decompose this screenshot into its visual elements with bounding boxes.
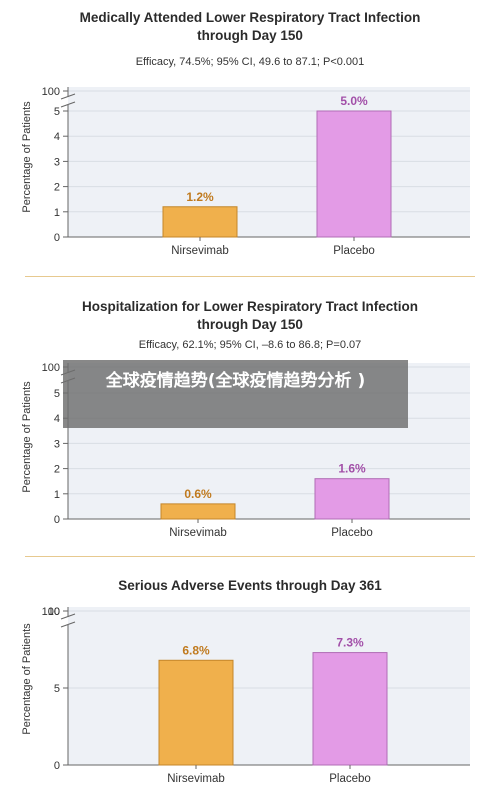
- y-axis-label: Percentage of Patients: [21, 623, 33, 735]
- x-tick-label: Placebo: [333, 245, 375, 257]
- chart-1-title: Medically Attended Lower Respiratory Tra…: [0, 9, 500, 45]
- chart-1-plot: 0 1 2 3 4 5 100 Percentage of Patients 1.2% Nirse…: [21, 86, 470, 257]
- y-tick-label: 4: [54, 413, 60, 425]
- y-tick-label: 0: [54, 232, 60, 244]
- axis-break-mark: [60, 101, 76, 108]
- x-tick-label: Nirsevimab: [169, 527, 227, 539]
- bar-value-label: 6.8%: [182, 643, 210, 657]
- y-tick-label: 1: [54, 207, 60, 219]
- y-tick-label: 0: [54, 760, 60, 772]
- axis-break-mark: [60, 613, 76, 620]
- bar-placebo: [316, 110, 392, 238]
- y-break-label: 100: [42, 362, 60, 374]
- chart-3-title: Serious Adverse Events through Day 361: [0, 577, 500, 595]
- y-tick-label: 3: [54, 438, 60, 450]
- axis-break-mark: [60, 621, 76, 628]
- y-tick-label: 0: [54, 514, 60, 526]
- chart-3-title-line-1: Serious Adverse Events through Day 361: [118, 578, 382, 593]
- y-tick-label: 2: [54, 182, 60, 194]
- x-tick-label: Nirsevimab: [171, 245, 229, 257]
- panel-divider-2: [25, 556, 475, 557]
- axis-break-mark: [60, 93, 76, 100]
- y-axis-label: Percentage of Patients: [21, 381, 33, 493]
- y-axis-label: Percentage of Patients: [21, 101, 33, 213]
- x-tick-label: Placebo: [331, 527, 373, 539]
- panel-divider-1: [25, 276, 475, 277]
- y-tick-label: 2: [54, 464, 60, 476]
- bar-value-label: 1.2%: [186, 190, 214, 204]
- plot-background: [68, 607, 470, 765]
- bar-value-label: 1.6%: [338, 462, 366, 476]
- plot-background: [68, 87, 470, 237]
- y-tick-label: 3: [54, 156, 60, 168]
- bar-placebo: [312, 652, 388, 766]
- y-tick-label: 4: [54, 131, 60, 143]
- bar-nirsevimab: [160, 503, 236, 520]
- x-tick-label: Nirsevimab: [167, 773, 225, 785]
- y-tick-label: 1: [54, 489, 60, 501]
- y-tick-label: 5: [54, 388, 60, 400]
- bar-value-label: 0.6%: [184, 487, 212, 501]
- bar-value-label: 7.3%: [336, 636, 364, 650]
- chart-2-subtitle: Efficacy, 62.1%; 95% CI, –8.6 to 86.8; P…: [138, 339, 362, 351]
- y-tick-label: 10: [48, 606, 60, 618]
- bar-placebo: [314, 478, 390, 520]
- watermark-banner: 全球疫情趋势(全球疫情趋势分析 ): [63, 360, 408, 428]
- chart-1-subtitle: Efficacy, 74.5%; 95% CI, 49.6 to 87.1; P…: [135, 56, 365, 68]
- y-tick-label: 5: [54, 106, 60, 118]
- x-tick-label: Placebo: [329, 773, 371, 785]
- chart-1-title-line-1: Medically Attended Lower Respiratory Tra…: [79, 10, 421, 25]
- chart-2-title-line-1: Hospitalization for Lower Respiratory Tr…: [81, 299, 419, 314]
- chart-1-title-line-2: through Day 150: [197, 28, 303, 43]
- chart-2-title: Hospitalization for Lower Respiratory Tr…: [0, 298, 500, 334]
- y-break-label: 100: [42, 606, 60, 618]
- chart-2-title-line-2: through Day 150: [197, 317, 303, 332]
- bar-nirsevimab: [162, 206, 238, 238]
- y-break-label: 100: [42, 86, 60, 98]
- y-tick-label: 5: [54, 683, 60, 695]
- bar-nirsevimab: [158, 659, 234, 766]
- bar-value-label: 5.0%: [340, 94, 368, 108]
